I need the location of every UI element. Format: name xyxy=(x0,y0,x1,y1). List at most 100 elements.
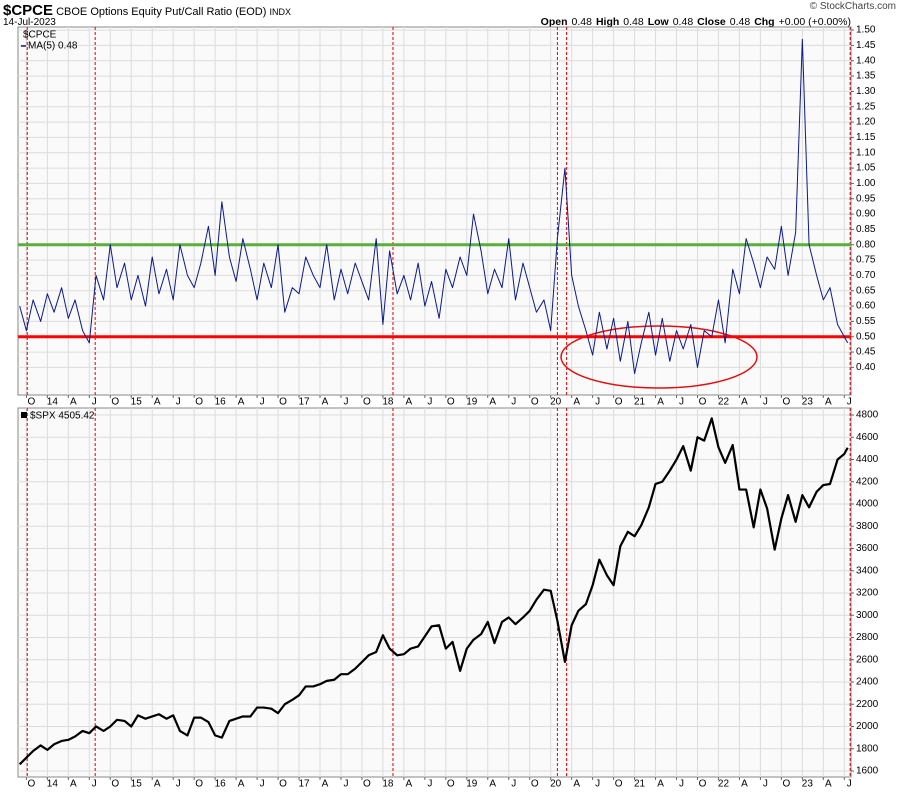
x-tick-label: O xyxy=(195,779,203,790)
x-tick-label: A xyxy=(154,779,161,790)
x-tick-label: J xyxy=(260,397,265,408)
x-tick-label: O xyxy=(615,397,623,408)
x-tick-label: O xyxy=(363,779,371,790)
y-tick-label: 1.20 xyxy=(856,117,876,128)
y-tick-label: 3800 xyxy=(856,521,879,532)
y-tick-label: 1600 xyxy=(856,766,879,777)
x-tick-label: A xyxy=(322,779,329,790)
x-tick-label: O xyxy=(363,397,371,408)
y-tick-label: 1.10 xyxy=(856,147,876,158)
date: 14-Jul-2023 xyxy=(3,17,56,28)
x-tick-label: 15 xyxy=(131,397,143,408)
y-tick-label: 2800 xyxy=(856,632,879,643)
legend-swatch xyxy=(21,412,27,418)
y-tick-label: 0.80 xyxy=(856,239,876,250)
x-tick-label: A xyxy=(238,779,245,790)
x-tick-label: 17 xyxy=(298,397,310,408)
x-tick-label: 19 xyxy=(466,397,478,408)
quote-label: Chg xyxy=(754,16,775,28)
x-tick-label: O xyxy=(111,397,119,408)
x-tick-label: O xyxy=(27,779,35,790)
y-tick-label: 0.85 xyxy=(856,224,876,235)
series-line xyxy=(18,417,849,766)
x-tick-label: O xyxy=(195,397,203,408)
x-tick-label: 14 xyxy=(47,397,59,408)
y-tick-label: 1.45 xyxy=(856,40,876,51)
y-tick-label: 1.15 xyxy=(856,132,876,143)
y-tick-label: 1.40 xyxy=(856,55,876,66)
x-tick-label: 23 xyxy=(802,779,814,790)
symbol: $CPCE xyxy=(3,2,54,19)
x-tick-label: J xyxy=(763,779,768,790)
x-tick-label: J xyxy=(847,779,852,790)
x-tick-label: A xyxy=(741,779,748,790)
y-tick-label: 1.00 xyxy=(856,178,876,189)
x-tick-label: A xyxy=(489,397,496,408)
quote-value: 0.48 xyxy=(571,16,592,28)
highlight-ellipse xyxy=(560,325,758,389)
x-tick-label: O xyxy=(615,779,623,790)
x-tick-label: J xyxy=(176,779,181,790)
x-tick-label: A xyxy=(70,397,77,408)
x-tick-label: A xyxy=(406,779,413,790)
x-tick-label: 20 xyxy=(550,397,562,408)
x-tick-label: O xyxy=(531,779,539,790)
panel-title: $SPX 4505.42 xyxy=(30,411,95,422)
y-tick-label: 1800 xyxy=(856,743,879,754)
quote-label: High xyxy=(595,16,620,28)
x-tick-label: 19 xyxy=(466,779,478,790)
y-tick-label: 0.90 xyxy=(856,209,876,220)
y-tick-label: 0.65 xyxy=(856,285,876,296)
y-tick-label: 3400 xyxy=(856,565,879,576)
x-tick-label: 17 xyxy=(298,779,310,790)
x-tick-label: O xyxy=(447,779,455,790)
x-tick-label: 18 xyxy=(382,779,394,790)
y-tick-label: 0.70 xyxy=(856,270,876,281)
y-tick-label: 1.30 xyxy=(856,86,876,97)
quote-value: 0.48 xyxy=(672,16,694,28)
x-tick-label: J xyxy=(511,779,516,790)
y-tick-label: 1.05 xyxy=(856,163,876,174)
exchange: INDX xyxy=(269,7,291,17)
x-tick-label: A xyxy=(573,397,580,408)
y-tick-label: 1.35 xyxy=(856,71,876,82)
x-tick-label: A xyxy=(657,397,664,408)
x-tick-label: 21 xyxy=(634,779,646,790)
x-tick-label: 20 xyxy=(550,779,562,790)
y-tick-label: 4000 xyxy=(856,499,879,510)
x-tick-label: A xyxy=(489,779,496,790)
quote-value: +0.00 (+0.00%) xyxy=(778,16,851,28)
x-tick-label: J xyxy=(260,779,265,790)
x-tick-label: A xyxy=(322,397,329,408)
x-tick-label: J xyxy=(679,779,684,790)
quote-label: Low xyxy=(647,16,669,28)
y-tick-label: 4200 xyxy=(856,476,879,487)
x-tick-label: 21 xyxy=(634,397,646,408)
quote-value: 0.48 xyxy=(623,16,644,28)
y-tick-label: 3000 xyxy=(856,610,879,621)
x-tick-label: 22 xyxy=(718,397,730,408)
x-tick-label: J xyxy=(847,397,852,408)
x-tick-label: A xyxy=(741,397,748,408)
y-tick-label: 0.40 xyxy=(856,362,876,373)
x-tick-label: A xyxy=(825,779,832,790)
x-tick-label: J xyxy=(679,397,684,408)
x-tick-label: O xyxy=(531,397,539,408)
x-tick-label: O xyxy=(111,779,119,790)
quote: Open 0.48 High 0.48 Low 0.48 Close 0.48 Chg +0.00… xyxy=(541,16,855,28)
copyright: © StockCharts.com xyxy=(809,1,896,12)
x-tick-label: A xyxy=(70,779,77,790)
y-tick-label: 2200 xyxy=(856,699,879,710)
quote-value: 0.48 xyxy=(729,16,751,28)
x-tick-label: A xyxy=(406,397,413,408)
x-tick-label: O xyxy=(699,397,707,408)
y-tick-label: 2600 xyxy=(856,654,879,665)
panel-title: $CPCE xyxy=(23,30,57,41)
header-title: $CPCE CBOE Options Equity Put/Call Ratio… xyxy=(3,2,291,19)
y-tick-label: 4800 xyxy=(856,410,879,421)
x-tick-label: A xyxy=(657,779,664,790)
series-line xyxy=(19,38,849,375)
y-tick-label: 1.50 xyxy=(856,25,876,36)
x-tick-label: J xyxy=(343,779,348,790)
